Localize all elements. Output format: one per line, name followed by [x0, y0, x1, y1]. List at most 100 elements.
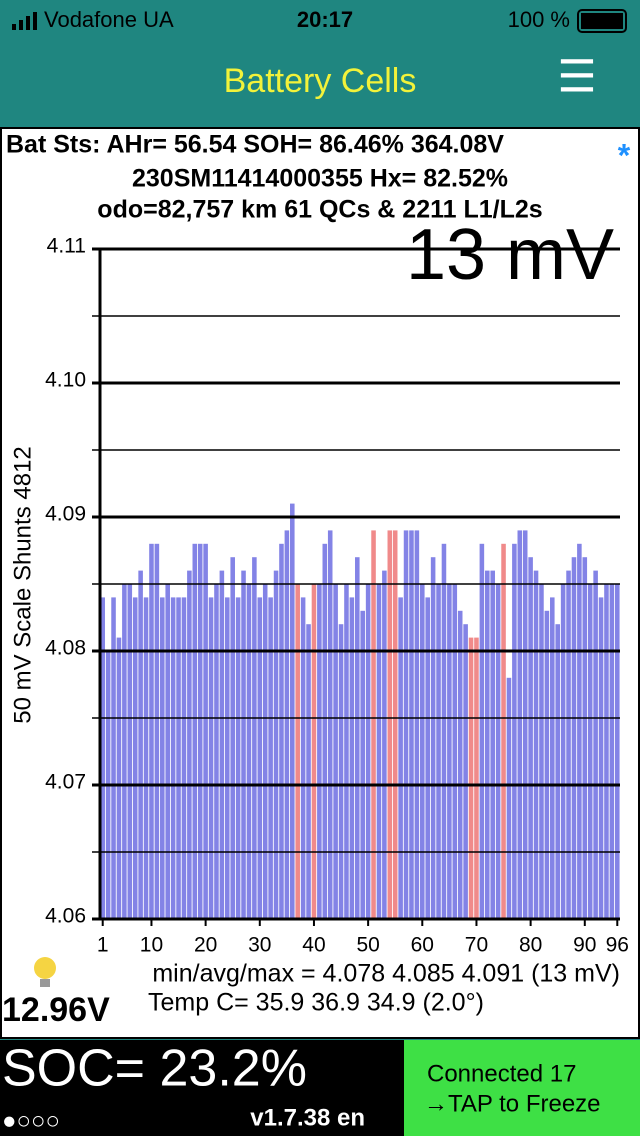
bar: [582, 557, 588, 919]
bar: [550, 597, 555, 919]
carrier: Vodafone UA: [44, 7, 174, 32]
stats: min/avg/max = 4.078 4.085 4.091 (13 mV): [152, 960, 620, 988]
bar: [295, 584, 300, 919]
bar: [457, 610, 463, 919]
bar: [371, 530, 376, 919]
star[interactable]: *: [618, 137, 631, 173]
bar: [257, 597, 263, 919]
bar: [290, 503, 295, 919]
chart: 4.06 4.07 4.08 4.09 4.10 4.11 1 10 20 30 40 50 60 70 8…: [45, 235, 629, 957]
bar: [225, 597, 230, 919]
y-axis-label: 50 mV Scale Shunts 4812: [9, 446, 36, 724]
bar: [262, 584, 268, 919]
bar: [382, 570, 387, 919]
bar: [197, 543, 203, 919]
bar: [609, 584, 615, 919]
bar: [539, 584, 544, 919]
bar: [501, 543, 506, 919]
bar: [522, 530, 528, 919]
bar: [149, 543, 154, 919]
bar: [598, 597, 604, 919]
bar: [403, 530, 409, 919]
x-tick-label: 30: [248, 934, 271, 957]
bar: [333, 584, 338, 919]
x-tick-label: 80: [519, 934, 542, 957]
x-tick-label: 60: [411, 934, 434, 957]
bar: [187, 570, 192, 919]
battery-percent: 100 %: [508, 7, 570, 32]
bar: [317, 584, 322, 919]
bar: [463, 624, 468, 919]
bar: [485, 570, 490, 919]
x-tick-label: 90: [573, 934, 596, 957]
x-tick-label: 96: [606, 934, 629, 957]
bar: [468, 637, 474, 919]
bar: [409, 530, 414, 919]
bar: [615, 584, 620, 919]
bar: [436, 584, 441, 919]
y-tick-label: 4.10: [45, 369, 86, 392]
bar: [414, 530, 420, 919]
x-tick-label: 40: [302, 934, 325, 957]
bar: [300, 597, 306, 919]
bar: [111, 597, 116, 919]
header-line2: 230SM11414000355 Hx= 82.52%: [132, 165, 508, 193]
bar: [154, 543, 160, 919]
bar: [208, 597, 214, 919]
bar: [246, 584, 252, 919]
bar: [517, 530, 523, 919]
bar: [387, 530, 393, 919]
x-tick-label: 50: [356, 934, 379, 957]
bar: [452, 584, 458, 919]
bar: [279, 543, 284, 919]
bar: [560, 584, 566, 919]
tap-button[interactable]: [404, 1040, 640, 1136]
y-tick-label: 4.06: [45, 905, 86, 928]
temperature: Temp C= 35.9 36.9 34.9 (2.0°): [148, 989, 484, 1017]
bar: [181, 597, 187, 919]
bar: [143, 597, 149, 919]
bar: [241, 570, 246, 919]
bar: [398, 597, 403, 919]
bar: [203, 543, 208, 919]
connected: Connected 17: [427, 1060, 576, 1087]
bar: [170, 597, 176, 919]
bar: [420, 584, 425, 919]
bar: [447, 584, 452, 919]
signal: [12, 12, 37, 30]
bar: [192, 543, 198, 919]
bar: [349, 597, 355, 919]
bar: [604, 584, 609, 919]
bar: [566, 570, 571, 919]
bar: [311, 584, 317, 919]
bar: [571, 557, 577, 919]
bar: [506, 677, 512, 919]
bar: [252, 557, 257, 919]
x-tick-label: 1: [97, 934, 109, 957]
bar: [132, 597, 138, 919]
bar: [165, 584, 170, 919]
y-tick-label: 4.11: [47, 235, 86, 258]
menu-button[interactable]: ☰: [557, 53, 596, 102]
bar: [306, 624, 311, 919]
version: v1.7.38 en: [250, 1104, 365, 1131]
bar: [441, 543, 447, 919]
bar: [160, 597, 165, 919]
bar: [587, 584, 593, 919]
x-tick-label: 10: [140, 934, 163, 957]
bar: [338, 624, 344, 919]
bar: [327, 530, 333, 919]
bar: [230, 557, 235, 919]
y-tick-label: 4.07: [45, 771, 86, 794]
bar: [360, 610, 365, 919]
battery-icon: [577, 9, 627, 33]
bar: [392, 530, 398, 919]
tap-to-freeze[interactable]: →TAP to Freeze: [424, 1090, 601, 1117]
bar: [512, 543, 517, 919]
nav-title: Battery Cells: [224, 62, 417, 100]
top-bar: [0, 0, 640, 128]
bar: [593, 570, 598, 919]
annotation: 13 mV: [406, 215, 614, 295]
bar: [490, 570, 495, 919]
